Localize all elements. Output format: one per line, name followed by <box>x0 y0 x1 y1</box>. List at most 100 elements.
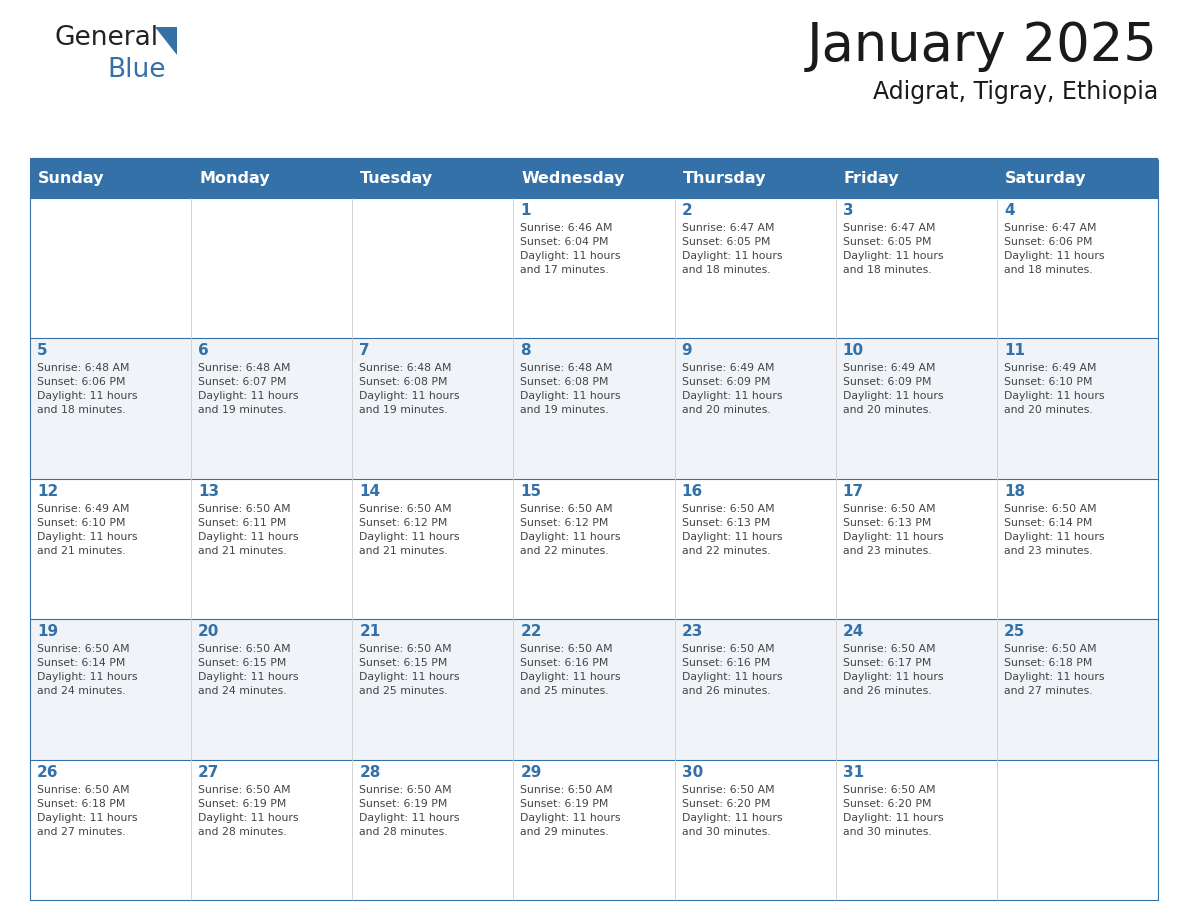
Text: 23: 23 <box>682 624 703 639</box>
Text: Sunrise: 6:50 AM
Sunset: 6:16 PM
Daylight: 11 hours
and 25 minutes.: Sunrise: 6:50 AM Sunset: 6:16 PM Dayligh… <box>520 644 621 696</box>
Bar <box>675 759 835 900</box>
Text: Sunrise: 6:48 AM
Sunset: 6:08 PM
Daylight: 11 hours
and 19 minutes.: Sunrise: 6:48 AM Sunset: 6:08 PM Dayligh… <box>520 364 621 416</box>
Text: Sunrise: 6:50 AM
Sunset: 6:17 PM
Daylight: 11 hours
and 26 minutes.: Sunrise: 6:50 AM Sunset: 6:17 PM Dayligh… <box>842 644 943 696</box>
Bar <box>513 160 675 198</box>
Bar <box>30 198 191 339</box>
Text: 22: 22 <box>520 624 542 639</box>
Text: Thursday: Thursday <box>683 172 766 186</box>
Text: 30: 30 <box>682 765 703 779</box>
Text: 10: 10 <box>842 343 864 358</box>
Text: 19: 19 <box>37 624 58 639</box>
Text: Sunrise: 6:47 AM
Sunset: 6:05 PM
Daylight: 11 hours
and 18 minutes.: Sunrise: 6:47 AM Sunset: 6:05 PM Dayligh… <box>682 223 782 275</box>
Text: Sunrise: 6:48 AM
Sunset: 6:07 PM
Daylight: 11 hours
and 19 minutes.: Sunrise: 6:48 AM Sunset: 6:07 PM Dayligh… <box>198 364 298 416</box>
Bar <box>997 759 1158 900</box>
Text: 14: 14 <box>359 484 380 498</box>
Text: Sunrise: 6:50 AM
Sunset: 6:19 PM
Daylight: 11 hours
and 28 minutes.: Sunrise: 6:50 AM Sunset: 6:19 PM Dayligh… <box>359 785 460 836</box>
Text: Sunrise: 6:50 AM
Sunset: 6:15 PM
Daylight: 11 hours
and 24 minutes.: Sunrise: 6:50 AM Sunset: 6:15 PM Dayligh… <box>198 644 298 696</box>
Text: 6: 6 <box>198 343 209 358</box>
Bar <box>30 339 191 479</box>
Bar <box>997 339 1158 479</box>
Bar <box>835 620 997 759</box>
Text: Friday: Friday <box>843 172 899 186</box>
Text: Monday: Monday <box>200 172 270 186</box>
Bar <box>997 198 1158 339</box>
Bar <box>191 339 353 479</box>
Text: Sunrise: 6:50 AM
Sunset: 6:15 PM
Daylight: 11 hours
and 25 minutes.: Sunrise: 6:50 AM Sunset: 6:15 PM Dayligh… <box>359 644 460 696</box>
Text: Sunrise: 6:50 AM
Sunset: 6:12 PM
Daylight: 11 hours
and 22 minutes.: Sunrise: 6:50 AM Sunset: 6:12 PM Dayligh… <box>520 504 621 555</box>
Text: Wednesday: Wednesday <box>522 172 625 186</box>
Bar <box>835 160 997 198</box>
Text: 7: 7 <box>359 343 369 358</box>
Text: Sunrise: 6:50 AM
Sunset: 6:18 PM
Daylight: 11 hours
and 27 minutes.: Sunrise: 6:50 AM Sunset: 6:18 PM Dayligh… <box>37 785 138 836</box>
Bar <box>513 759 675 900</box>
Text: 15: 15 <box>520 484 542 498</box>
Text: 21: 21 <box>359 624 380 639</box>
Text: Sunday: Sunday <box>38 172 105 186</box>
Text: Blue: Blue <box>107 57 165 83</box>
Text: 4: 4 <box>1004 203 1015 218</box>
Bar <box>835 479 997 620</box>
Bar <box>513 198 675 339</box>
Bar <box>353 198 513 339</box>
Bar <box>835 759 997 900</box>
Bar <box>997 620 1158 759</box>
Bar <box>191 479 353 620</box>
Bar <box>513 620 675 759</box>
Bar <box>675 198 835 339</box>
Text: Sunrise: 6:50 AM
Sunset: 6:20 PM
Daylight: 11 hours
and 30 minutes.: Sunrise: 6:50 AM Sunset: 6:20 PM Dayligh… <box>682 785 782 836</box>
Text: Adigrat, Tigray, Ethiopia: Adigrat, Tigray, Ethiopia <box>873 80 1158 104</box>
Text: Sunrise: 6:50 AM
Sunset: 6:12 PM
Daylight: 11 hours
and 21 minutes.: Sunrise: 6:50 AM Sunset: 6:12 PM Dayligh… <box>359 504 460 555</box>
Bar <box>835 339 997 479</box>
Text: 26: 26 <box>37 765 58 779</box>
Bar <box>835 198 997 339</box>
Text: 8: 8 <box>520 343 531 358</box>
Text: 2: 2 <box>682 203 693 218</box>
Bar <box>30 160 191 198</box>
Bar <box>513 339 675 479</box>
Text: 24: 24 <box>842 624 864 639</box>
Bar <box>353 479 513 620</box>
Text: 12: 12 <box>37 484 58 498</box>
Bar <box>513 479 675 620</box>
Bar <box>675 479 835 620</box>
Text: 18: 18 <box>1004 484 1025 498</box>
Text: Sunrise: 6:50 AM
Sunset: 6:16 PM
Daylight: 11 hours
and 26 minutes.: Sunrise: 6:50 AM Sunset: 6:16 PM Dayligh… <box>682 644 782 696</box>
Text: 11: 11 <box>1004 343 1025 358</box>
Text: Sunrise: 6:50 AM
Sunset: 6:14 PM
Daylight: 11 hours
and 23 minutes.: Sunrise: 6:50 AM Sunset: 6:14 PM Dayligh… <box>1004 504 1105 555</box>
Bar <box>191 198 353 339</box>
Bar <box>30 759 191 900</box>
Bar <box>191 620 353 759</box>
Text: 1: 1 <box>520 203 531 218</box>
Text: Sunrise: 6:50 AM
Sunset: 6:19 PM
Daylight: 11 hours
and 28 minutes.: Sunrise: 6:50 AM Sunset: 6:19 PM Dayligh… <box>198 785 298 836</box>
Text: Sunrise: 6:48 AM
Sunset: 6:06 PM
Daylight: 11 hours
and 18 minutes.: Sunrise: 6:48 AM Sunset: 6:06 PM Dayligh… <box>37 364 138 416</box>
Bar <box>353 339 513 479</box>
Text: 17: 17 <box>842 484 864 498</box>
Text: Sunrise: 6:49 AM
Sunset: 6:09 PM
Daylight: 11 hours
and 20 minutes.: Sunrise: 6:49 AM Sunset: 6:09 PM Dayligh… <box>682 364 782 416</box>
Bar <box>353 160 513 198</box>
Text: Sunrise: 6:49 AM
Sunset: 6:09 PM
Daylight: 11 hours
and 20 minutes.: Sunrise: 6:49 AM Sunset: 6:09 PM Dayligh… <box>842 364 943 416</box>
Text: 13: 13 <box>198 484 220 498</box>
Text: Sunrise: 6:46 AM
Sunset: 6:04 PM
Daylight: 11 hours
and 17 minutes.: Sunrise: 6:46 AM Sunset: 6:04 PM Dayligh… <box>520 223 621 275</box>
Bar <box>997 160 1158 198</box>
Text: 29: 29 <box>520 765 542 779</box>
Bar <box>191 160 353 198</box>
Text: Sunrise: 6:49 AM
Sunset: 6:10 PM
Daylight: 11 hours
and 20 minutes.: Sunrise: 6:49 AM Sunset: 6:10 PM Dayligh… <box>1004 364 1105 416</box>
Bar <box>675 339 835 479</box>
Text: Sunrise: 6:47 AM
Sunset: 6:06 PM
Daylight: 11 hours
and 18 minutes.: Sunrise: 6:47 AM Sunset: 6:06 PM Dayligh… <box>1004 223 1105 275</box>
Bar <box>675 620 835 759</box>
Text: 25: 25 <box>1004 624 1025 639</box>
Bar <box>353 759 513 900</box>
Bar <box>675 160 835 198</box>
Bar <box>997 479 1158 620</box>
Text: January 2025: January 2025 <box>807 20 1158 72</box>
Text: Saturday: Saturday <box>1005 172 1086 186</box>
Text: Sunrise: 6:50 AM
Sunset: 6:13 PM
Daylight: 11 hours
and 22 minutes.: Sunrise: 6:50 AM Sunset: 6:13 PM Dayligh… <box>682 504 782 555</box>
Text: Sunrise: 6:50 AM
Sunset: 6:18 PM
Daylight: 11 hours
and 27 minutes.: Sunrise: 6:50 AM Sunset: 6:18 PM Dayligh… <box>1004 644 1105 696</box>
Text: Sunrise: 6:50 AM
Sunset: 6:13 PM
Daylight: 11 hours
and 23 minutes.: Sunrise: 6:50 AM Sunset: 6:13 PM Dayligh… <box>842 504 943 555</box>
Polygon shape <box>154 27 177 55</box>
Text: Sunrise: 6:50 AM
Sunset: 6:14 PM
Daylight: 11 hours
and 24 minutes.: Sunrise: 6:50 AM Sunset: 6:14 PM Dayligh… <box>37 644 138 696</box>
Text: 27: 27 <box>198 765 220 779</box>
Text: 5: 5 <box>37 343 48 358</box>
Text: Tuesday: Tuesday <box>360 172 434 186</box>
Text: 16: 16 <box>682 484 703 498</box>
